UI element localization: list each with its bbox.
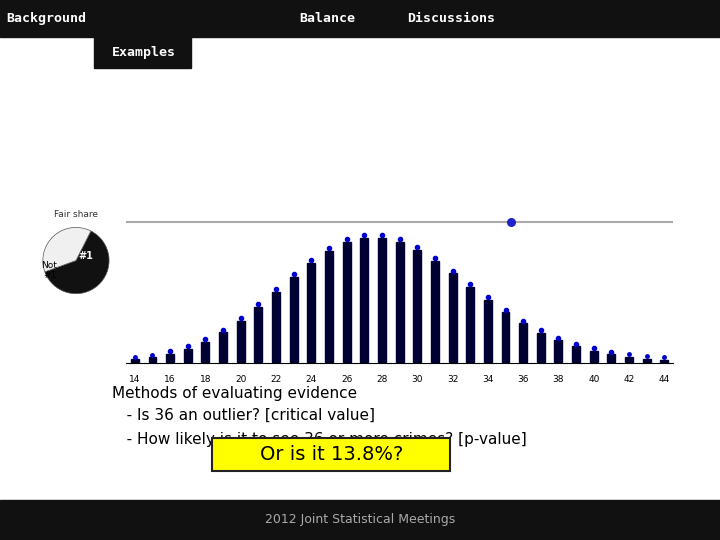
Bar <box>307 262 315 362</box>
Bar <box>254 307 262 362</box>
Title: Fair share: Fair share <box>54 210 98 219</box>
Text: #1: #1 <box>78 252 94 261</box>
Bar <box>343 242 351 362</box>
Bar <box>608 354 616 362</box>
Text: 42: 42 <box>624 375 635 384</box>
Bar <box>590 351 598 362</box>
Text: Discussions: Discussions <box>407 12 495 25</box>
Bar <box>0 0 720 37</box>
Bar <box>166 354 174 362</box>
Text: 2012 Joint Statistical Meetings: 2012 Joint Statistical Meetings <box>265 513 455 526</box>
Bar <box>643 359 651 362</box>
Bar <box>467 287 474 362</box>
Bar <box>325 251 333 362</box>
Text: 14: 14 <box>129 375 140 384</box>
Text: 32: 32 <box>447 375 458 384</box>
Bar <box>519 323 527 362</box>
Wedge shape <box>43 227 91 272</box>
Bar <box>289 276 297 362</box>
Bar <box>572 346 580 362</box>
Text: Methods of evaluating evidence: Methods of evaluating evidence <box>112 386 356 401</box>
Bar <box>449 273 456 362</box>
Bar <box>554 340 562 362</box>
Bar <box>360 238 368 362</box>
Text: 28: 28 <box>377 375 387 384</box>
Text: 40: 40 <box>588 375 600 384</box>
Text: 30: 30 <box>412 375 423 384</box>
Text: 26: 26 <box>341 375 352 384</box>
Bar <box>219 333 227 362</box>
Bar <box>148 357 156 362</box>
Bar <box>625 357 633 362</box>
Bar <box>502 312 510 362</box>
Text: 44: 44 <box>659 375 670 384</box>
Bar <box>202 342 210 362</box>
Wedge shape <box>45 231 109 294</box>
Text: 18: 18 <box>199 375 211 384</box>
Bar <box>537 333 545 362</box>
Bar <box>131 360 139 362</box>
Text: 36: 36 <box>518 375 529 384</box>
Text: 38: 38 <box>553 375 564 384</box>
Text: 22: 22 <box>271 375 282 384</box>
Text: Background: Background <box>6 12 86 25</box>
Text: - Is 36 an outlier? [critical value]: - Is 36 an outlier? [critical value] <box>112 408 374 423</box>
Bar <box>395 242 404 362</box>
Text: - How likely is it to see 36 or more crimes? [p-value]: - How likely is it to see 36 or more cri… <box>112 432 526 447</box>
Bar <box>184 349 192 362</box>
Text: 34: 34 <box>482 375 493 384</box>
Bar <box>378 238 386 362</box>
Bar <box>413 250 421 362</box>
Bar <box>484 300 492 362</box>
Bar <box>272 292 280 362</box>
Text: Or is it 13.8%?: Or is it 13.8%? <box>259 445 403 464</box>
Bar <box>431 261 439 362</box>
Bar <box>237 321 245 362</box>
Bar <box>94 37 191 68</box>
FancyBboxPatch shape <box>212 438 450 471</box>
Bar <box>0 500 720 540</box>
Text: Balance: Balance <box>299 12 355 25</box>
Bar <box>660 360 668 362</box>
Text: Not
#1: Not #1 <box>42 261 58 280</box>
Text: Examples: Examples <box>112 46 176 59</box>
Text: 16: 16 <box>164 375 176 384</box>
Text: 24: 24 <box>306 375 317 384</box>
Text: 20: 20 <box>235 375 246 384</box>
